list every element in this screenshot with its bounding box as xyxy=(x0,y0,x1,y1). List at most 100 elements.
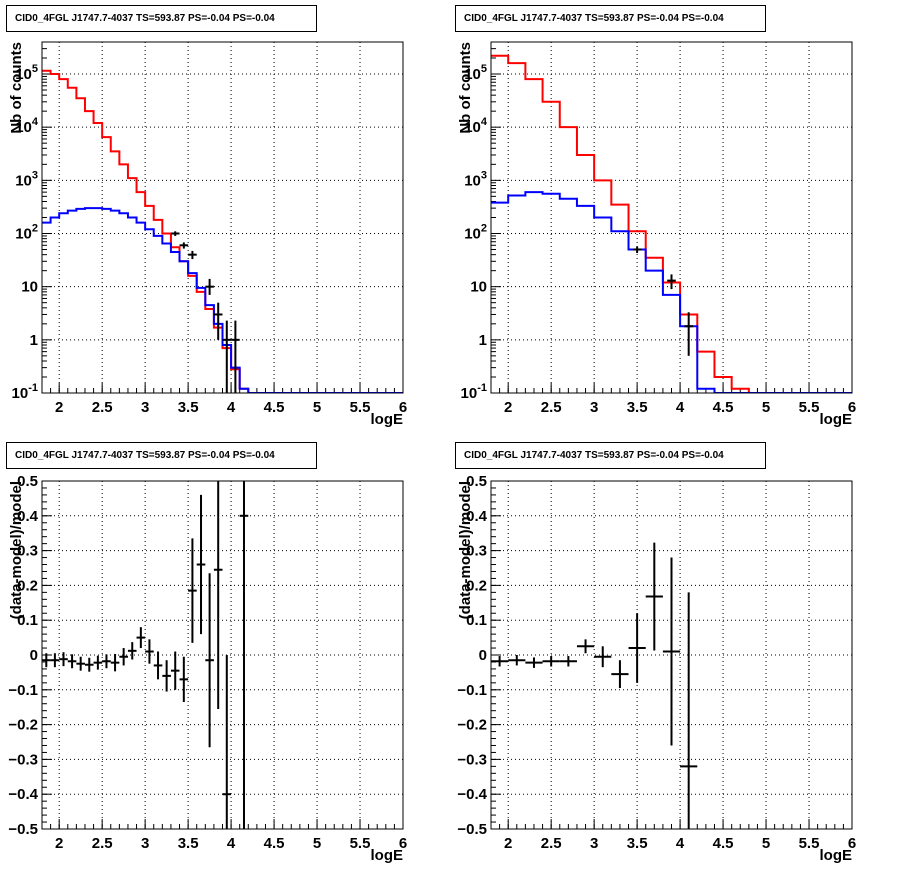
x-tick-label: 4.5 xyxy=(264,399,285,416)
y-tick-label: 102 xyxy=(464,223,487,243)
plot-frame xyxy=(41,480,404,830)
data-point xyxy=(680,592,698,829)
chart-plot: 2 2.5 3 3.5 4 4.5 5 5.5 6 −0.5 −0.4 −0.3 −0.2 −0.1 0 0.… xyxy=(8,473,407,864)
series-step-line xyxy=(491,54,852,393)
data-point xyxy=(127,642,137,660)
y-tick-label: 0.4 xyxy=(466,508,488,525)
x-axis-title: logE xyxy=(371,411,404,428)
data-point xyxy=(170,651,180,690)
chart-plot: 2 2.5 3 3.5 4 4.5 5 5.5 6 −0.5 −0.4 −0.3 −0.2 −0.1 0 0.… xyxy=(457,473,856,864)
chart-title: CID0_4FGL J1747.7-4037 TS=593.87 PS=-0.0… xyxy=(455,5,766,32)
x-tick-label: 4 xyxy=(227,835,236,852)
data-series xyxy=(42,69,403,393)
data-point xyxy=(667,274,676,290)
chart-title: CID0_4FGL J1747.7-4037 TS=593.87 PS=-0.0… xyxy=(455,442,766,469)
y-tick-label: 0 xyxy=(479,647,487,664)
pad-bottom-left-residuals: CID0_4FGL J1747.7-4037 TS=593.87 PS=-0.0… xyxy=(0,437,449,875)
x-tick-label: 5 xyxy=(313,835,321,852)
axes: 2 2.5 3 3.5 4 4.5 5 5.5 6 10-1 1 10 102 103 104 105 xyxy=(461,41,856,416)
data-point xyxy=(102,654,111,669)
data-point xyxy=(179,242,189,249)
data-point xyxy=(145,639,154,664)
y-tick-label: −0.4 xyxy=(457,786,487,803)
x-tick-label: 4.5 xyxy=(264,835,285,852)
y-tick-label: −0.5 xyxy=(457,821,487,838)
y-tick-label: 1 xyxy=(30,332,38,349)
y-tick-label: 10-1 xyxy=(12,382,38,402)
y-tick-label: 10 xyxy=(21,279,38,296)
y-tick-label: −0.2 xyxy=(457,717,487,734)
data-point xyxy=(110,653,120,672)
chart-plot: 2 2.5 3 3.5 4 4.5 5 5.5 6 10-1 1 10 102 103 104 105 logE… xyxy=(457,41,856,428)
data-point xyxy=(119,648,128,666)
x-tick-label: 5 xyxy=(313,399,321,416)
x-tick-label: 2 xyxy=(504,835,512,852)
data-series xyxy=(491,54,852,393)
axes: 2 2.5 3 3.5 4 4.5 5 5.5 6 10-1 1 10 102 103 104 105 xyxy=(12,41,407,416)
data-series xyxy=(42,481,249,829)
grid-lines xyxy=(42,42,403,393)
pad-top-right-counts: CID0_4FGL J1747.7-4037 TS=593.87 PS=-0.0… xyxy=(449,0,898,437)
y-tick-label: 0.4 xyxy=(17,508,39,525)
y-tick-label: 105 xyxy=(464,63,487,83)
data-series xyxy=(491,542,698,829)
data-point xyxy=(93,655,103,670)
x-tick-label: 2.5 xyxy=(541,835,562,852)
y-axis-title: Nb of counts xyxy=(8,42,25,134)
pad-top-left-counts: CID0_4FGL J1747.7-4037 TS=593.87 PS=-0.0… xyxy=(0,0,449,437)
y-tick-label: 104 xyxy=(15,116,39,136)
data-point xyxy=(84,657,94,672)
data-point xyxy=(645,542,663,651)
x-tick-label: 3.5 xyxy=(627,835,648,852)
data-point xyxy=(611,660,629,689)
data-point xyxy=(205,573,214,748)
axes: 2 2.5 3 3.5 4 4.5 5 5.5 6 −0.5 −0.4 −0.3 −0.2 −0.1 0 0.… xyxy=(457,473,856,852)
x-axis-title: logE xyxy=(820,847,853,864)
x-tick-label: 5.5 xyxy=(799,835,820,852)
data-point xyxy=(684,312,693,356)
x-tick-label: 5 xyxy=(762,835,770,852)
data-point xyxy=(491,656,509,667)
y-tick-label: 103 xyxy=(464,169,487,189)
y-tick-label: −0.1 xyxy=(457,682,487,699)
data-point xyxy=(42,653,51,668)
chart-plot: 2 2.5 3 3.5 4 4.5 5 5.5 6 10-1 1 10 102 103 104 105 logE… xyxy=(8,41,407,428)
x-tick-label: 3.5 xyxy=(627,399,648,416)
data-point xyxy=(594,646,612,668)
chart-title: CID0_4FGL J1747.7-4037 TS=593.87 PS=-0.0… xyxy=(6,442,317,469)
plot-frame xyxy=(41,41,404,394)
y-tick-label: 102 xyxy=(15,223,38,243)
x-tick-label: 2.5 xyxy=(92,399,113,416)
y-tick-label: 0.1 xyxy=(466,612,487,629)
x-axis-title: logE xyxy=(371,847,404,864)
y-tick-label: 0.3 xyxy=(466,543,487,560)
data-point xyxy=(542,656,560,667)
plot-frame xyxy=(490,480,853,830)
data-point xyxy=(196,494,206,635)
x-axis-title: logE xyxy=(820,411,853,428)
data-point xyxy=(76,656,85,671)
y-tick-label: −0.4 xyxy=(8,786,38,803)
y-tick-label: −0.5 xyxy=(8,821,38,838)
x-tick-label: 6 xyxy=(399,399,407,416)
x-tick-label: 3 xyxy=(590,835,598,852)
x-tick-label: 5.5 xyxy=(350,835,371,852)
data-point xyxy=(67,654,77,669)
x-tick-label: 2.5 xyxy=(92,835,113,852)
data-point xyxy=(153,651,163,680)
data-point xyxy=(559,656,577,667)
series-step-line xyxy=(42,207,403,393)
y-tick-label: −0.1 xyxy=(8,682,38,699)
chart-title: CID0_4FGL J1747.7-4037 TS=593.87 PS=-0.0… xyxy=(6,5,317,32)
data-point xyxy=(508,655,526,666)
y-axis-title: (data-model)/model xyxy=(457,481,474,619)
y-tick-label: 0.1 xyxy=(17,612,38,629)
x-tick-label: 4.5 xyxy=(713,399,734,416)
x-tick-label: 2.5 xyxy=(541,399,562,416)
y-tick-label: 0.5 xyxy=(17,473,38,490)
x-tick-label: 6 xyxy=(848,399,856,416)
data-point xyxy=(188,538,197,643)
y-tick-label: 10-1 xyxy=(461,382,487,402)
pad-bottom-right-residuals: CID0_4FGL J1747.7-4037 TS=593.87 PS=-0.0… xyxy=(449,437,898,875)
data-point xyxy=(662,557,681,746)
